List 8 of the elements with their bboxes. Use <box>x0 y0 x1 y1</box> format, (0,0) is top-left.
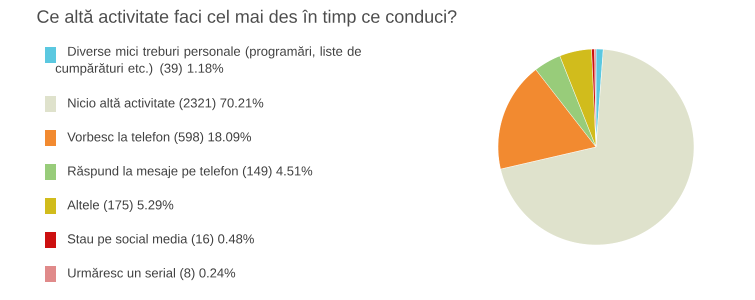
legend-label: Stau pe social media (16) 0.48% <box>68 234 254 246</box>
legend-label: Nicio altă activitate (2321) 70.21% <box>68 98 264 110</box>
legend-label: Altele (175) 5.29% <box>67 200 174 212</box>
legend-label: Răspund la mesaje pe telefon (149) 4.51% <box>68 166 312 178</box>
legend-label: Urmăresc un serial (8) 0.24% <box>68 268 236 280</box>
legend-label: Vorbesc la telefon (598) 18.09% <box>67 132 252 144</box>
legend-label: Diverse mici treburi personale (programări, liste de cumpărături etc.) (39) 1.18% <box>56 46 361 76</box>
chart-title: Ce altă activitate faci cel mai des în timp ce conduci? <box>37 10 456 26</box>
